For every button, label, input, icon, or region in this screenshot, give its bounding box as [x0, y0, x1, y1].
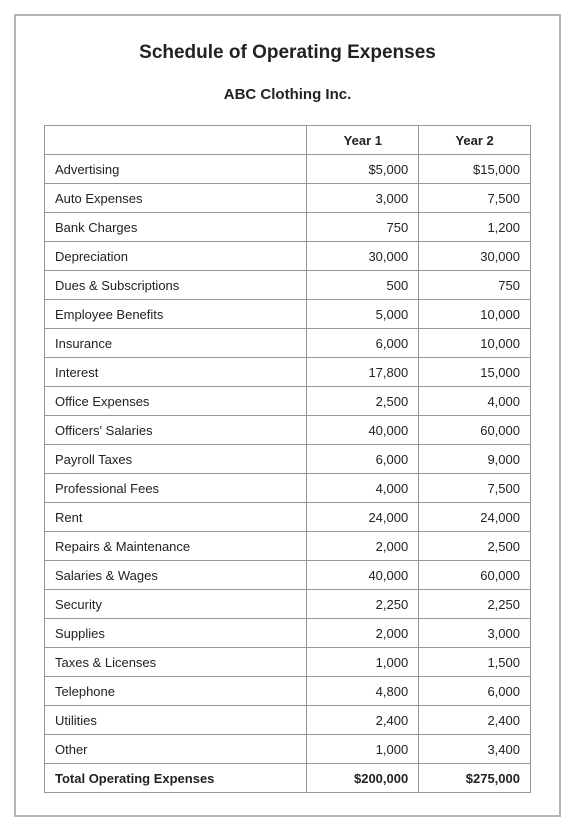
- table-row: Utilities2,4002,400: [45, 706, 531, 735]
- table-header-row: Year 1 Year 2: [45, 126, 531, 155]
- expense-year2: $15,000: [419, 155, 531, 184]
- expense-label: Payroll Taxes: [45, 445, 307, 474]
- expense-year2: 7,500: [419, 474, 531, 503]
- expense-year1: $5,000: [307, 155, 419, 184]
- expense-year1: 5,000: [307, 300, 419, 329]
- table-row: Security2,2502,250: [45, 590, 531, 619]
- expense-label: Telephone: [45, 677, 307, 706]
- expense-year1: 2,000: [307, 619, 419, 648]
- expense-year1: 500: [307, 271, 419, 300]
- expense-year1: 24,000: [307, 503, 419, 532]
- expense-label: Other: [45, 735, 307, 764]
- expense-year2: 60,000: [419, 416, 531, 445]
- expense-year2: 24,000: [419, 503, 531, 532]
- table-row: Depreciation30,00030,000: [45, 242, 531, 271]
- expense-label: Repairs & Maintenance: [45, 532, 307, 561]
- expense-year2: 2,400: [419, 706, 531, 735]
- table-row: Repairs & Maintenance2,0002,500: [45, 532, 531, 561]
- expense-year1: 2,500: [307, 387, 419, 416]
- expense-label: Depreciation: [45, 242, 307, 271]
- expense-year2: 60,000: [419, 561, 531, 590]
- expense-year2: 9,000: [419, 445, 531, 474]
- col-header-year2: Year 2: [419, 126, 531, 155]
- table-row: Employee Benefits5,00010,000: [45, 300, 531, 329]
- expense-label: Bank Charges: [45, 213, 307, 242]
- table-row: Payroll Taxes6,0009,000: [45, 445, 531, 474]
- table-row: Taxes & Licenses1,0001,500: [45, 648, 531, 677]
- expense-label: Dues & Subscriptions: [45, 271, 307, 300]
- expense-label: Security: [45, 590, 307, 619]
- table-row: Dues & Subscriptions500750: [45, 271, 531, 300]
- expense-year1: 2,250: [307, 590, 419, 619]
- col-header-year1: Year 1: [307, 126, 419, 155]
- expense-year1: 40,000: [307, 416, 419, 445]
- expense-year2: 30,000: [419, 242, 531, 271]
- expense-label: Supplies: [45, 619, 307, 648]
- total-label: Total Operating Expenses: [45, 764, 307, 793]
- table-row: Supplies2,0003,000: [45, 619, 531, 648]
- document-frame: Schedule of Operating Expenses ABC Cloth…: [14, 14, 561, 817]
- expense-label: Insurance: [45, 329, 307, 358]
- expense-year1: 6,000: [307, 329, 419, 358]
- expense-year2: 3,400: [419, 735, 531, 764]
- expense-year1: 30,000: [307, 242, 419, 271]
- expense-year1: 17,800: [307, 358, 419, 387]
- expense-year2: 6,000: [419, 677, 531, 706]
- expense-year1: 4,800: [307, 677, 419, 706]
- expense-year1: 6,000: [307, 445, 419, 474]
- table-row: Interest17,80015,000: [45, 358, 531, 387]
- expense-year1: 1,000: [307, 648, 419, 677]
- expense-label: Advertising: [45, 155, 307, 184]
- table-total-row: Total Operating Expenses$200,000$275,000: [45, 764, 531, 793]
- total-year2: $275,000: [419, 764, 531, 793]
- expense-label: Taxes & Licenses: [45, 648, 307, 677]
- expense-label: Interest: [45, 358, 307, 387]
- table-row: Professional Fees4,0007,500: [45, 474, 531, 503]
- expense-label: Salaries & Wages: [45, 561, 307, 590]
- expense-label: Employee Benefits: [45, 300, 307, 329]
- expenses-table: Year 1 Year 2 Advertising$5,000$15,000Au…: [44, 125, 531, 793]
- expense-label: Auto Expenses: [45, 184, 307, 213]
- expense-year1: 3,000: [307, 184, 419, 213]
- table-row: Telephone4,8006,000: [45, 677, 531, 706]
- expense-label: Officers' Salaries: [45, 416, 307, 445]
- expense-year2: 750: [419, 271, 531, 300]
- expense-year2: 10,000: [419, 329, 531, 358]
- expense-label: Professional Fees: [45, 474, 307, 503]
- table-row: Bank Charges7501,200: [45, 213, 531, 242]
- table-row: Insurance6,00010,000: [45, 329, 531, 358]
- expense-year2: 3,000: [419, 619, 531, 648]
- expense-year1: 4,000: [307, 474, 419, 503]
- page-title: Schedule of Operating Expenses: [44, 42, 531, 64]
- col-header-blank: [45, 126, 307, 155]
- table-row: Office Expenses2,5004,000: [45, 387, 531, 416]
- table-row: Advertising$5,000$15,000: [45, 155, 531, 184]
- table-row: Other1,0003,400: [45, 735, 531, 764]
- expense-year1: 40,000: [307, 561, 419, 590]
- expense-year2: 15,000: [419, 358, 531, 387]
- expense-year2: 7,500: [419, 184, 531, 213]
- table-row: Officers' Salaries40,00060,000: [45, 416, 531, 445]
- total-year1: $200,000: [307, 764, 419, 793]
- expense-label: Rent: [45, 503, 307, 532]
- table-row: Auto Expenses3,0007,500: [45, 184, 531, 213]
- expense-year2: 4,000: [419, 387, 531, 416]
- expense-year1: 2,400: [307, 706, 419, 735]
- expense-year1: 1,000: [307, 735, 419, 764]
- expense-label: Utilities: [45, 706, 307, 735]
- expense-year1: 2,000: [307, 532, 419, 561]
- expense-year1: 750: [307, 213, 419, 242]
- expense-year2: 10,000: [419, 300, 531, 329]
- expense-year2: 1,500: [419, 648, 531, 677]
- company-name: ABC Clothing Inc.: [44, 86, 531, 103]
- table-row: Rent24,00024,000: [45, 503, 531, 532]
- expense-label: Office Expenses: [45, 387, 307, 416]
- table-row: Salaries & Wages40,00060,000: [45, 561, 531, 590]
- expense-year2: 2,250: [419, 590, 531, 619]
- expense-year2: 2,500: [419, 532, 531, 561]
- expense-year2: 1,200: [419, 213, 531, 242]
